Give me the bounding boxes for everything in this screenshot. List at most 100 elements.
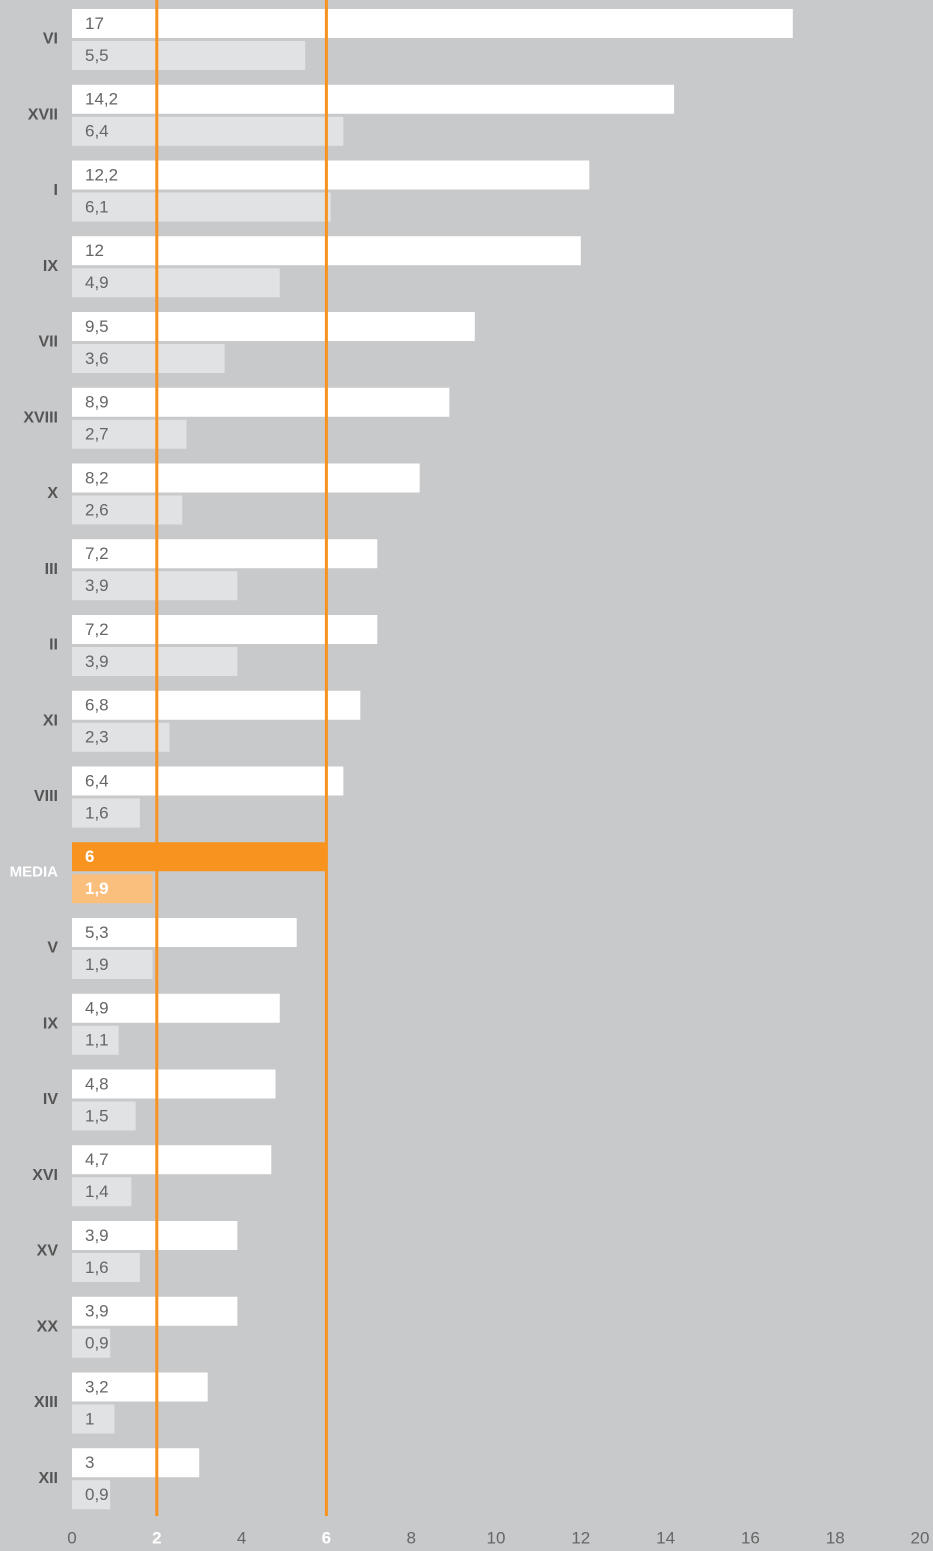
category-label: III (45, 561, 58, 578)
bar (72, 1448, 200, 1478)
value-label: 3,2 (85, 1377, 109, 1396)
value-label: 12 (85, 241, 104, 260)
bar (72, 571, 238, 601)
bar (72, 874, 153, 904)
bar (72, 495, 183, 525)
bar (72, 1177, 132, 1207)
bar (72, 539, 378, 569)
value-label: 4,9 (85, 273, 109, 292)
bar (72, 116, 344, 146)
x-tick-label: 20 (911, 1528, 930, 1547)
category-label: VII (38, 334, 58, 351)
bar (72, 1328, 111, 1358)
x-tick-label: 2 (152, 1528, 161, 1547)
value-label: 1,9 (85, 955, 109, 974)
value-label: 2,7 (85, 425, 109, 444)
x-tick-label: 16 (741, 1528, 760, 1547)
value-label: 1,6 (85, 803, 109, 822)
category-label: XIII (34, 1394, 58, 1411)
value-label: 2,3 (85, 728, 109, 747)
value-label: 6,4 (85, 122, 109, 141)
category-label: MEDIA (10, 864, 59, 881)
x-tick-label: 0 (67, 1528, 76, 1547)
x-tick-label: 6 (322, 1528, 331, 1547)
value-label: 6,1 (85, 197, 109, 216)
bar (72, 1480, 111, 1510)
category-label: II (49, 637, 58, 654)
category-label: VIII (34, 788, 58, 805)
value-label: 8,2 (85, 468, 109, 487)
category-label: XVI (32, 1167, 58, 1184)
value-label: 6 (85, 847, 94, 866)
bar (72, 160, 590, 190)
value-label: 1 (85, 1409, 94, 1428)
bar (72, 722, 170, 752)
bar (72, 312, 475, 341)
x-tick-label: 10 (487, 1528, 506, 1547)
bar (72, 9, 793, 38)
value-label: 5,3 (85, 923, 109, 942)
bar (72, 41, 306, 70)
bar (72, 419, 187, 449)
bar (72, 268, 280, 298)
value-label: 4,7 (85, 1150, 109, 1169)
value-label: 0,9 (85, 1485, 109, 1504)
value-label: 1,5 (85, 1106, 109, 1125)
x-tick-label: 8 (406, 1528, 415, 1547)
category-label: IX (43, 1015, 58, 1032)
bar (72, 918, 297, 947)
value-label: 0,9 (85, 1334, 109, 1353)
value-label: 1,9 (85, 879, 109, 898)
bar (72, 1025, 119, 1055)
category-label: XVII (28, 106, 58, 123)
bar (72, 463, 420, 493)
bar (72, 1372, 208, 1402)
category-label: IV (43, 1091, 58, 1108)
value-label: 3,9 (85, 652, 109, 671)
x-tick-label: 18 (826, 1528, 845, 1547)
category-label: XV (37, 1243, 59, 1260)
bar (72, 1145, 272, 1175)
bar (72, 647, 238, 676)
bar (72, 1404, 115, 1434)
value-label: 1,1 (85, 1031, 109, 1050)
category-label: XX (37, 1318, 59, 1335)
bar (72, 192, 331, 222)
x-tick-label: 4 (237, 1528, 246, 1547)
bar (72, 1101, 136, 1131)
category-label: X (47, 485, 58, 502)
value-label: 3,9 (85, 1302, 109, 1321)
bar (72, 798, 140, 828)
value-label: 1,4 (85, 1182, 109, 1201)
bar (72, 84, 675, 114)
bar (72, 1221, 238, 1250)
bar (72, 950, 153, 979)
value-label: 4,9 (85, 999, 109, 1018)
bar (72, 615, 378, 644)
category-label: V (47, 940, 58, 957)
value-label: 7,2 (85, 544, 109, 563)
value-label: 17 (85, 14, 104, 33)
value-label: 1,6 (85, 1258, 109, 1277)
value-label: 14,2 (85, 90, 118, 109)
bar (72, 1253, 140, 1282)
value-label: 2,6 (85, 500, 109, 519)
bar (72, 766, 344, 796)
bar (72, 1296, 238, 1326)
x-tick-label: 12 (571, 1528, 590, 1547)
bar (72, 993, 280, 1023)
bar (72, 690, 361, 720)
category-label: XI (43, 712, 58, 729)
value-label: 4,8 (85, 1074, 109, 1093)
category-label: IX (43, 258, 58, 275)
value-label: 7,2 (85, 620, 109, 639)
bar (72, 842, 327, 872)
bar (72, 387, 450, 417)
category-label: XII (38, 1470, 58, 1487)
value-label: 6,4 (85, 771, 109, 790)
value-label: 5,5 (85, 46, 109, 65)
x-tick-label: 14 (656, 1528, 675, 1547)
value-label: 3,9 (85, 1226, 109, 1245)
